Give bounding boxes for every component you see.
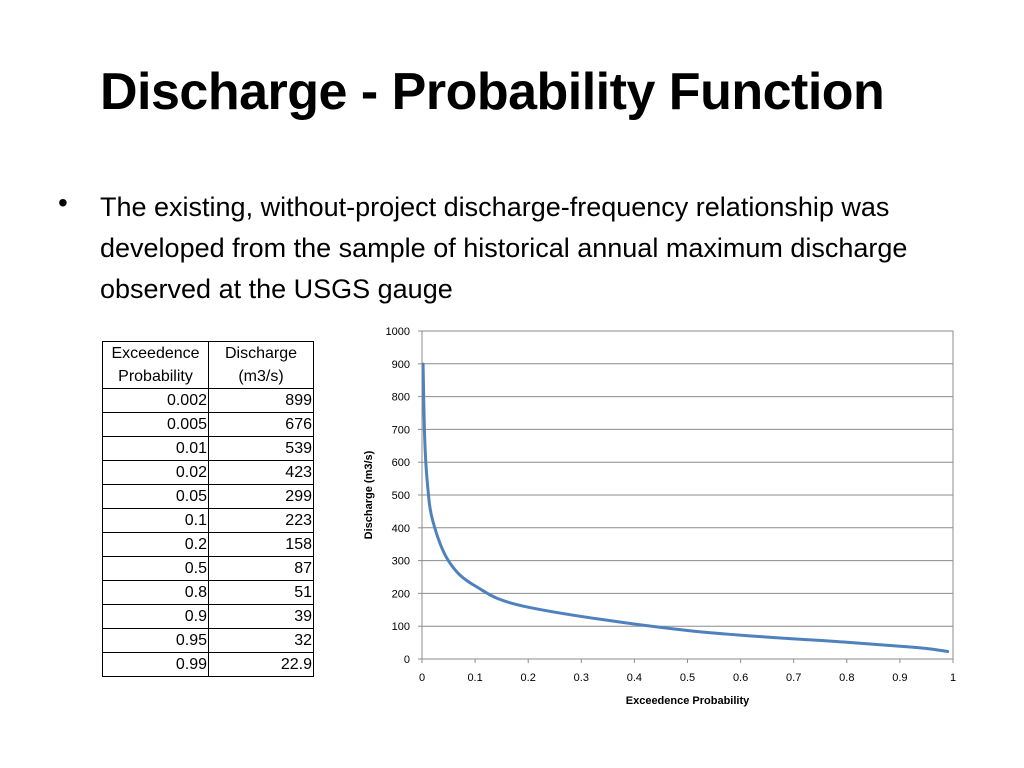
cell-probability: 0.1 — [102, 508, 209, 533]
cell-discharge: 899 — [208, 388, 314, 413]
x-tick-label: 0.6 — [733, 672, 748, 684]
table-row: 0.5 87 — [102, 556, 314, 581]
y-tick-label: 400 — [392, 523, 410, 535]
x-tick-label: 0.9 — [892, 672, 907, 684]
cell-probability: 0.05 — [102, 484, 209, 509]
cell-discharge: 32 — [208, 628, 314, 653]
table-row: 0.002 899 — [102, 388, 314, 413]
cell-probability: 0.01 — [102, 436, 209, 461]
table-row: 0.95 32 — [102, 628, 314, 653]
plot-border — [421, 330, 954, 660]
header-line: Discharge — [224, 345, 298, 362]
y-tick-label: 600 — [392, 457, 410, 469]
cell-probability: 0.002 — [102, 388, 209, 413]
cell-probability: 0.5 — [102, 556, 209, 581]
header-exceedence-probability: Exceedence Probability — [102, 341, 209, 389]
cell-probability: 0.005 — [102, 412, 209, 437]
table-row: 0.2 158 — [102, 532, 314, 557]
discharge-probability-chart: 0 100 200 300 400 500 600 700 800 900 1000 0 0.1 0.2 0… — [363, 326, 956, 707]
cell-discharge: 22.9 — [208, 652, 314, 677]
y-tick-label: 900 — [392, 359, 410, 371]
header-line: Exceedence — [111, 345, 200, 362]
x-tick-label: 0.4 — [627, 672, 642, 684]
y-tick-label: 0 — [404, 654, 410, 666]
cell-probability: 0.2 — [102, 532, 209, 557]
table-body: 0.002 899 0.005 676 0.01 539 0.02 423 0.05 299 0.1… — [102, 388, 314, 677]
header-line: (m3/s) — [238, 368, 284, 385]
y-tick-label: 800 — [392, 392, 410, 404]
table-row: 0.1 223 — [102, 508, 314, 533]
cell-probability: 0.8 — [102, 580, 209, 605]
slide-title: Discharge - Probability Function — [100, 63, 885, 121]
table-row: 0.8 51 — [102, 580, 314, 605]
cell-probability: 0.99 — [102, 652, 209, 677]
cell-discharge: 223 — [208, 508, 314, 533]
cell-discharge: 676 — [208, 412, 314, 437]
y-tick-label: 500 — [392, 490, 410, 502]
cell-discharge: 539 — [208, 436, 314, 461]
table-row: 0.05 299 — [102, 484, 314, 509]
table-row: 0.01 539 — [102, 436, 314, 461]
x-tick-label: 0 — [419, 672, 425, 684]
x-tick-label: 1 — [950, 672, 956, 684]
y-tick-label: 1000 — [386, 326, 410, 338]
data-table: Exceedence Probability Discharge (m3/s) … — [102, 341, 314, 677]
table-row: 0.02 423 — [102, 460, 314, 485]
cell-discharge: 87 — [208, 556, 314, 581]
header-discharge: Discharge (m3/s) — [208, 341, 314, 389]
y-axis-title: Discharge (m3/s) — [363, 450, 375, 539]
table-row: 0.005 676 — [102, 412, 314, 437]
x-axis-title: Exceedence Probability — [626, 695, 750, 707]
table-row: 0.9 39 — [102, 604, 314, 629]
bullet-item: • The existing, without-project discharg… — [58, 187, 978, 310]
y-tick-label: 700 — [392, 424, 410, 436]
x-tick-label: 0.7 — [786, 672, 801, 684]
cell-probability: 0.9 — [102, 604, 209, 629]
cell-discharge: 299 — [208, 484, 314, 509]
cell-discharge: 158 — [208, 532, 314, 557]
bullet-text: The existing, without-project discharge-… — [100, 192, 908, 304]
y-tick-label: 100 — [392, 621, 410, 633]
x-tick-label: 0.1 — [467, 672, 482, 684]
series-line — [421, 362, 950, 653]
cell-discharge: 39 — [208, 604, 314, 629]
table-header-row: Exceedence Probability Discharge (m3/s) — [102, 341, 314, 389]
cell-probability: 0.95 — [102, 628, 209, 653]
x-tick-label: 0.2 — [521, 672, 536, 684]
x-tick-label: 0.3 — [574, 672, 589, 684]
cell-discharge: 51 — [208, 580, 314, 605]
y-tick-label: 200 — [392, 588, 410, 600]
x-tick-label: 0.5 — [680, 672, 695, 684]
x-tick-label: 0.8 — [839, 672, 854, 684]
cell-discharge: 423 — [208, 460, 314, 485]
cell-probability: 0.02 — [102, 460, 209, 485]
y-tick-label: 300 — [392, 556, 410, 568]
header-line: Probability — [118, 368, 193, 385]
table-row: 0.99 22.9 — [102, 652, 314, 677]
bullet-symbol: • — [58, 187, 68, 218]
